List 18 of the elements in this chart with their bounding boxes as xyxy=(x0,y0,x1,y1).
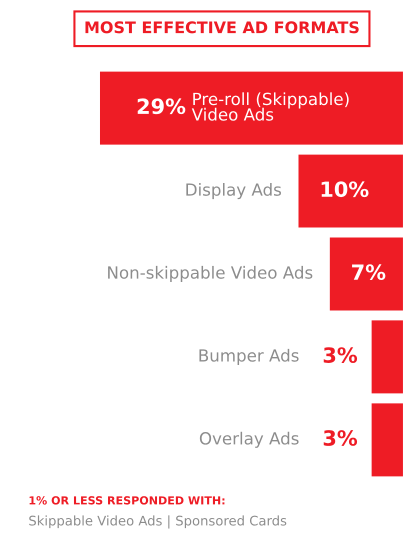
text: 1% OR LESS RESPONDED WITH: xyxy=(30,496,224,505)
bar xyxy=(298,154,403,228)
bar xyxy=(330,237,403,310)
y-tick-label: Bumper Ads xyxy=(199,348,299,365)
y-tick-label: Display Ads xyxy=(186,182,282,200)
data-label: 7% xyxy=(352,264,386,280)
data-label: 29% xyxy=(138,98,186,114)
y-tick-label: Pre-roll (Skippable) Video Ads xyxy=(192,92,349,121)
bar xyxy=(372,403,403,476)
data-label: 3% xyxy=(324,430,358,446)
chart-title: MOST EFFECTIVE AD FORMATS xyxy=(85,21,359,34)
text: Skippable Video Ads | Sponsored Cards xyxy=(29,515,286,529)
bar xyxy=(372,320,403,394)
bar xyxy=(100,72,403,145)
y-tick-label: Overlay Ads xyxy=(200,432,299,448)
data-label: 3% xyxy=(324,347,358,363)
data-label: 10% xyxy=(322,181,369,198)
y-tick-label: Non-skippable Video Ads xyxy=(108,266,312,282)
